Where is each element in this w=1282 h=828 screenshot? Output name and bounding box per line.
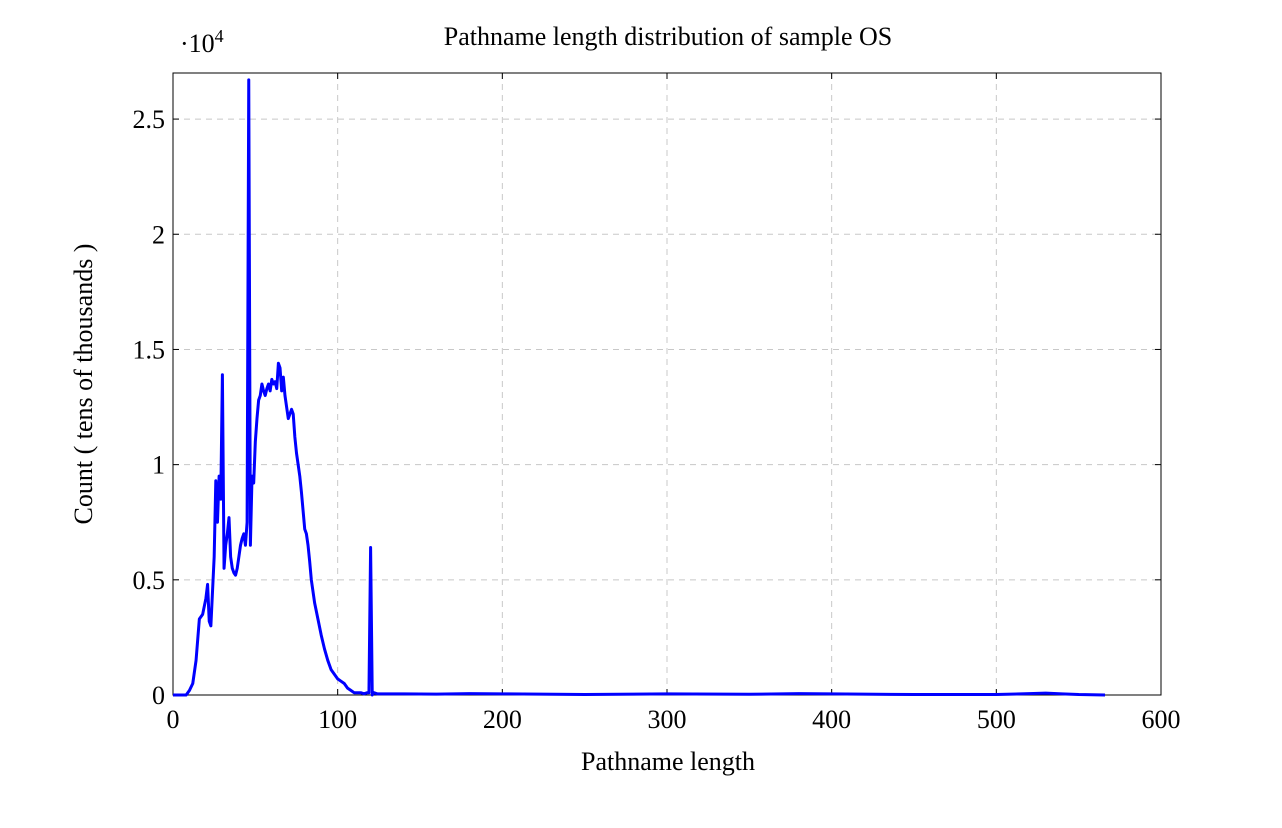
y-tick-label: 2 (152, 220, 165, 249)
y-axis-label: Count ( tens of thousands ) (69, 244, 98, 525)
x-tick-label: 300 (648, 705, 687, 734)
data-line (173, 78, 1106, 697)
x-tick-label: 600 (1142, 705, 1181, 734)
y-tick-label: 1 (152, 451, 165, 480)
y-tick-label: 1.5 (133, 335, 166, 364)
y-multiplier-base: ·10 (180, 29, 215, 58)
chart-title: Pathname length distribution of sample O… (444, 22, 892, 51)
x-tick-label: 200 (483, 705, 522, 734)
x-tick-label: 400 (812, 705, 851, 734)
y-multiplier-exponent: 4 (215, 26, 224, 46)
y-multiplier: ·104 (180, 26, 224, 58)
x-tick-label: 0 (167, 705, 180, 734)
y-tick-label: 0 (152, 681, 165, 710)
x-tick-label: 100 (318, 705, 357, 734)
x-tick-label: 500 (977, 705, 1016, 734)
y-tick-label: 0.5 (133, 566, 166, 595)
x-axis-label: Pathname length (581, 747, 755, 776)
y-tick-label: 2.5 (133, 105, 166, 134)
